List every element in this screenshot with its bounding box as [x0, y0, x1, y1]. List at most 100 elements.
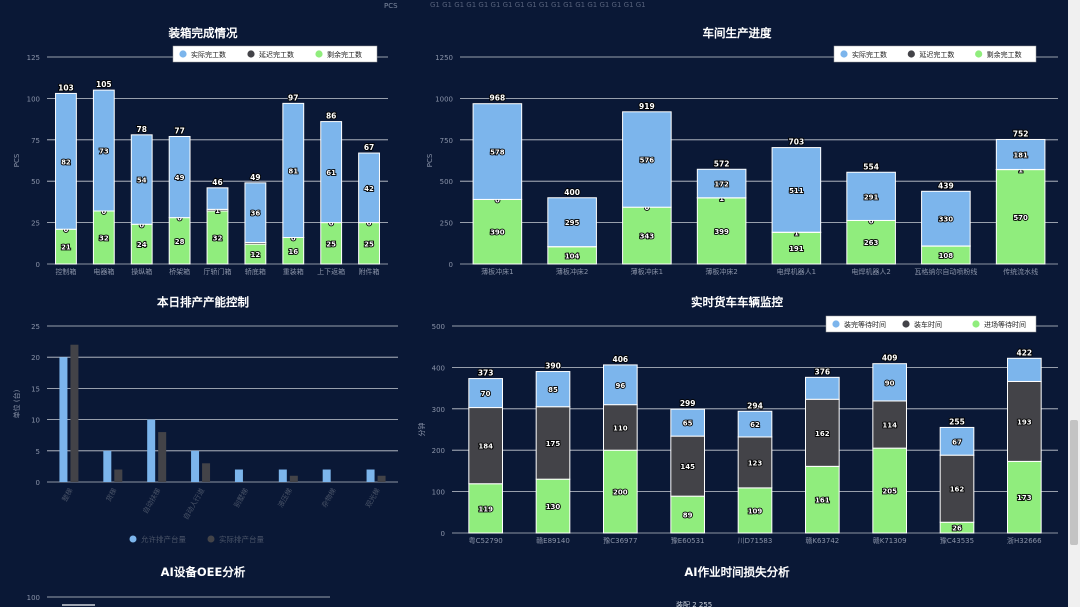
bar-packing [92, 89, 115, 212]
y-tick-label: 0 [36, 479, 40, 487]
data-label: 0 [644, 204, 649, 212]
y-tick-label: 250 [440, 220, 453, 228]
bar-packing [358, 152, 380, 224]
x-tick-label: 附件箱 [359, 267, 380, 276]
total-label: 919 [639, 102, 655, 111]
x-tick-label: 薄板冲床2 [556, 267, 588, 276]
legend-label: 剩余完工数 [327, 50, 362, 59]
x-tick-label: 豫C43535 [940, 536, 974, 545]
total-label: 572 [714, 159, 730, 168]
total-label: 46 [212, 178, 222, 187]
legend-label: 剩余完工数 [987, 50, 1022, 59]
x-tick-label: 浙H32666 [1007, 536, 1042, 545]
y-tick-label: 50 [31, 178, 40, 186]
data-label: 28 [175, 238, 185, 246]
x-tick-label: 别墅梯 [232, 487, 250, 510]
bar-workshop [622, 111, 672, 208]
bar-trucks [468, 483, 504, 534]
legend-box [825, 315, 1037, 333]
y-tick-label: 0 [449, 261, 453, 269]
bar-workshop [472, 198, 523, 265]
x-tick-label: 重装箱 [283, 267, 304, 276]
data-label: 570 [1013, 214, 1028, 222]
bar-workshop [921, 190, 971, 247]
data-label: 32 [99, 235, 109, 243]
data-label: 61 [326, 169, 336, 177]
data-label: 110 [613, 424, 628, 432]
data-label: 25 [326, 240, 336, 248]
x-tick-label: 货梯 [104, 487, 119, 504]
total-label: 67 [364, 143, 374, 152]
data-label: 0 [367, 220, 372, 228]
data-label: 85 [548, 386, 558, 394]
legend-label: 延迟完工数 [919, 50, 954, 59]
data-label: 49 [175, 174, 185, 182]
bar-trucks [805, 376, 840, 400]
data-label: 0 [101, 208, 106, 216]
scrollbar-thumb[interactable] [1070, 420, 1078, 545]
legend-label: 实际完工数 [191, 50, 226, 59]
data-label: 1 [794, 229, 799, 237]
bar-workshop [846, 219, 896, 265]
data-label: 205 [882, 488, 897, 496]
data-label: 173 [1017, 494, 1032, 502]
data-label: 54 [137, 177, 147, 185]
bar-workshop [696, 197, 747, 265]
data-label: 193 [1017, 418, 1032, 426]
bar-capacity [289, 475, 298, 482]
data-label: 0 [64, 226, 69, 234]
legend-label: 进场等待时间 [984, 320, 1026, 329]
y-tick-label: 10 [31, 417, 40, 425]
bar-packing [130, 134, 153, 225]
data-label: 175 [546, 440, 561, 448]
legend-label: 实际排产台量 [219, 534, 264, 544]
bar-capacity [59, 357, 68, 482]
total-label: 400 [564, 188, 580, 197]
data-label: 511 [789, 187, 804, 195]
data-label: 70 [481, 390, 491, 398]
bar-trucks [535, 371, 571, 408]
y-tick-label: 100 [27, 594, 40, 602]
bar-workshop [995, 169, 1046, 265]
total-label: 703 [789, 138, 805, 147]
y-tick-label: 100 [27, 95, 40, 103]
x-tick-label: 控制箱 [55, 267, 76, 276]
data-label: 162 [815, 430, 830, 438]
bar-workshop [995, 138, 1046, 170]
data-label: 26 [952, 525, 962, 533]
vertical-scrollbar[interactable] [1068, 0, 1080, 607]
total-label: 49 [250, 173, 260, 182]
x-tick-label: 粤C52790 [469, 536, 503, 545]
bar-capacity [234, 469, 243, 482]
total-label: 439 [938, 181, 954, 190]
x-tick-label: 操纵箱 [131, 267, 152, 276]
data-label: 130 [546, 503, 561, 511]
data-label: 191 [789, 245, 804, 253]
legend-marker [832, 320, 840, 328]
legend-marker [207, 535, 215, 543]
bar-packing [320, 121, 343, 224]
legend-label: 装车时间 [914, 320, 942, 329]
y-axis-label: PCS [426, 153, 434, 167]
chart-title-workshop: 车间生产进度 [703, 26, 772, 40]
x-tick-label: 电器箱 [93, 267, 114, 276]
x-tick-label: 液压梯 [276, 487, 294, 510]
data-label: 576 [640, 157, 655, 165]
legend-marker [129, 535, 137, 543]
data-label: 119 [478, 505, 493, 513]
x-tick-label: 自动人行道 [181, 487, 206, 522]
total-label: 373 [478, 369, 494, 378]
y-tick-label: 75 [31, 137, 40, 145]
legend-marker [247, 50, 255, 58]
data-label: 145 [680, 463, 695, 471]
total-label: 86 [326, 112, 336, 121]
data-label: 109 [748, 507, 763, 515]
y-tick-label: 300 [432, 406, 445, 414]
y-tick-label: 0 [441, 530, 445, 538]
y-tick-label: 15 [31, 385, 40, 393]
chart-title-loss: AI作业时间损失分析 [684, 565, 790, 579]
bar-trucks [872, 363, 907, 402]
x-tick-label: 桥架箱 [169, 267, 190, 276]
x-tick-label: 杂物梯 [320, 487, 338, 510]
